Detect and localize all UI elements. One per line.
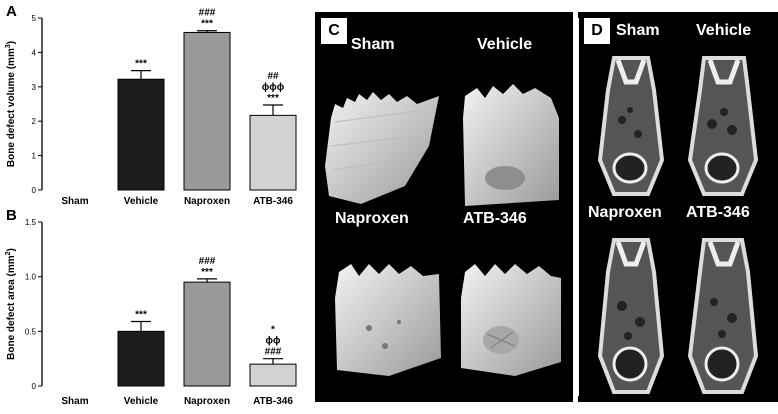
significance-label-a: *** [135,59,147,70]
y-tick-label-b: 0 [32,382,37,391]
significance-label-b: * [271,325,275,336]
mandible-sham-image [325,92,439,204]
ct-sham-image [597,56,665,196]
label-vehicle: Vehicle [477,36,533,53]
y-tick-label-a: 1 [32,152,37,161]
significance-label-a: *** [267,93,279,104]
x-category-label-b: Naproxen [184,396,230,407]
bar-b [183,281,231,387]
y-axis-label-a: Bone defect volume (mm3) [5,41,17,167]
significance-label-b: ### [265,347,282,358]
bar-b [249,363,297,387]
mandible-atb346-image [461,264,561,376]
x-category-label-b: ATB-346 [253,396,293,407]
chart-a: 0 1 2 3 4 5 Bone defect volume (mm3) Sham Vehicl… [5,8,297,207]
ct-atb346-image [687,238,759,394]
significance-label-b: ### [199,256,216,267]
panel-letter-a: A [6,3,17,20]
label-atb-346-d: ATB-346 [686,204,750,221]
panel-c-mandible-renders: C Sham Vehicle Naproxen ATB-346 [315,12,573,402]
x-category-label-a: Naproxen [184,196,230,207]
x-category-label-a: Sham [61,196,88,207]
panel-letter-d: D [584,18,610,44]
ct-naproxen-image [597,238,665,394]
label-sham: Sham [351,36,395,53]
bar-a [117,78,165,191]
bar-a [183,31,231,191]
label-sham-d: Sham [616,22,660,39]
label-atb-346: ATB-346 [463,210,527,227]
y-tick-label-b: 1.0 [25,273,37,282]
significance-label-a: *** [201,19,213,30]
x-category-label-b: Sham [61,396,88,407]
y-tick-label-a: 2 [32,117,37,126]
panel-d-ct-sections: D Sham Vehicle Naproxen ATB-346 [578,12,778,402]
y-tick-label-a: 3 [32,83,37,92]
ct-vehicle-image [687,56,759,196]
mandible-vehicle-image [463,84,559,206]
mandible-naproxen-image [335,264,441,376]
significance-label-b: *** [201,267,213,278]
y-axis-label-b: Bone defect area (mm2) [5,248,17,360]
y-tick-label-b: 1.5 [25,218,37,227]
significance-label-b: *** [135,309,147,320]
panel-divider [577,18,579,396]
bar-b [117,330,165,387]
panel-letter-c: C [321,18,347,44]
significance-label-a: ### [199,8,216,19]
panel-letter-b: B [6,207,17,224]
x-category-label-a: Vehicle [124,196,159,207]
y-tick-label-a: 4 [32,48,37,57]
x-category-label-a: ATB-346 [253,196,293,207]
x-category-label-b: Vehicle [124,396,159,407]
significance-label-a: ## [267,71,279,82]
y-tick-label-a: 5 [32,14,37,23]
bar-charts: A 0 1 2 3 4 5 Bone defect volume (mm3) Sham Vehi… [5,3,297,407]
label-vehicle-d: Vehicle [696,22,752,39]
y-tick-label-b: 0.5 [25,327,37,336]
y-tick-label-a: 0 [32,186,37,195]
bar-a [249,114,297,191]
significance-label-a: ϕϕϕ [262,82,285,93]
label-naproxen: Naproxen [335,210,409,227]
chart-b: 0 0.5 1.0 1.5 Bone defect area (mm2) Sham Vehi… [5,218,297,407]
significance-label-b: ϕϕ [266,336,281,347]
label-naproxen-d: Naproxen [588,204,662,221]
